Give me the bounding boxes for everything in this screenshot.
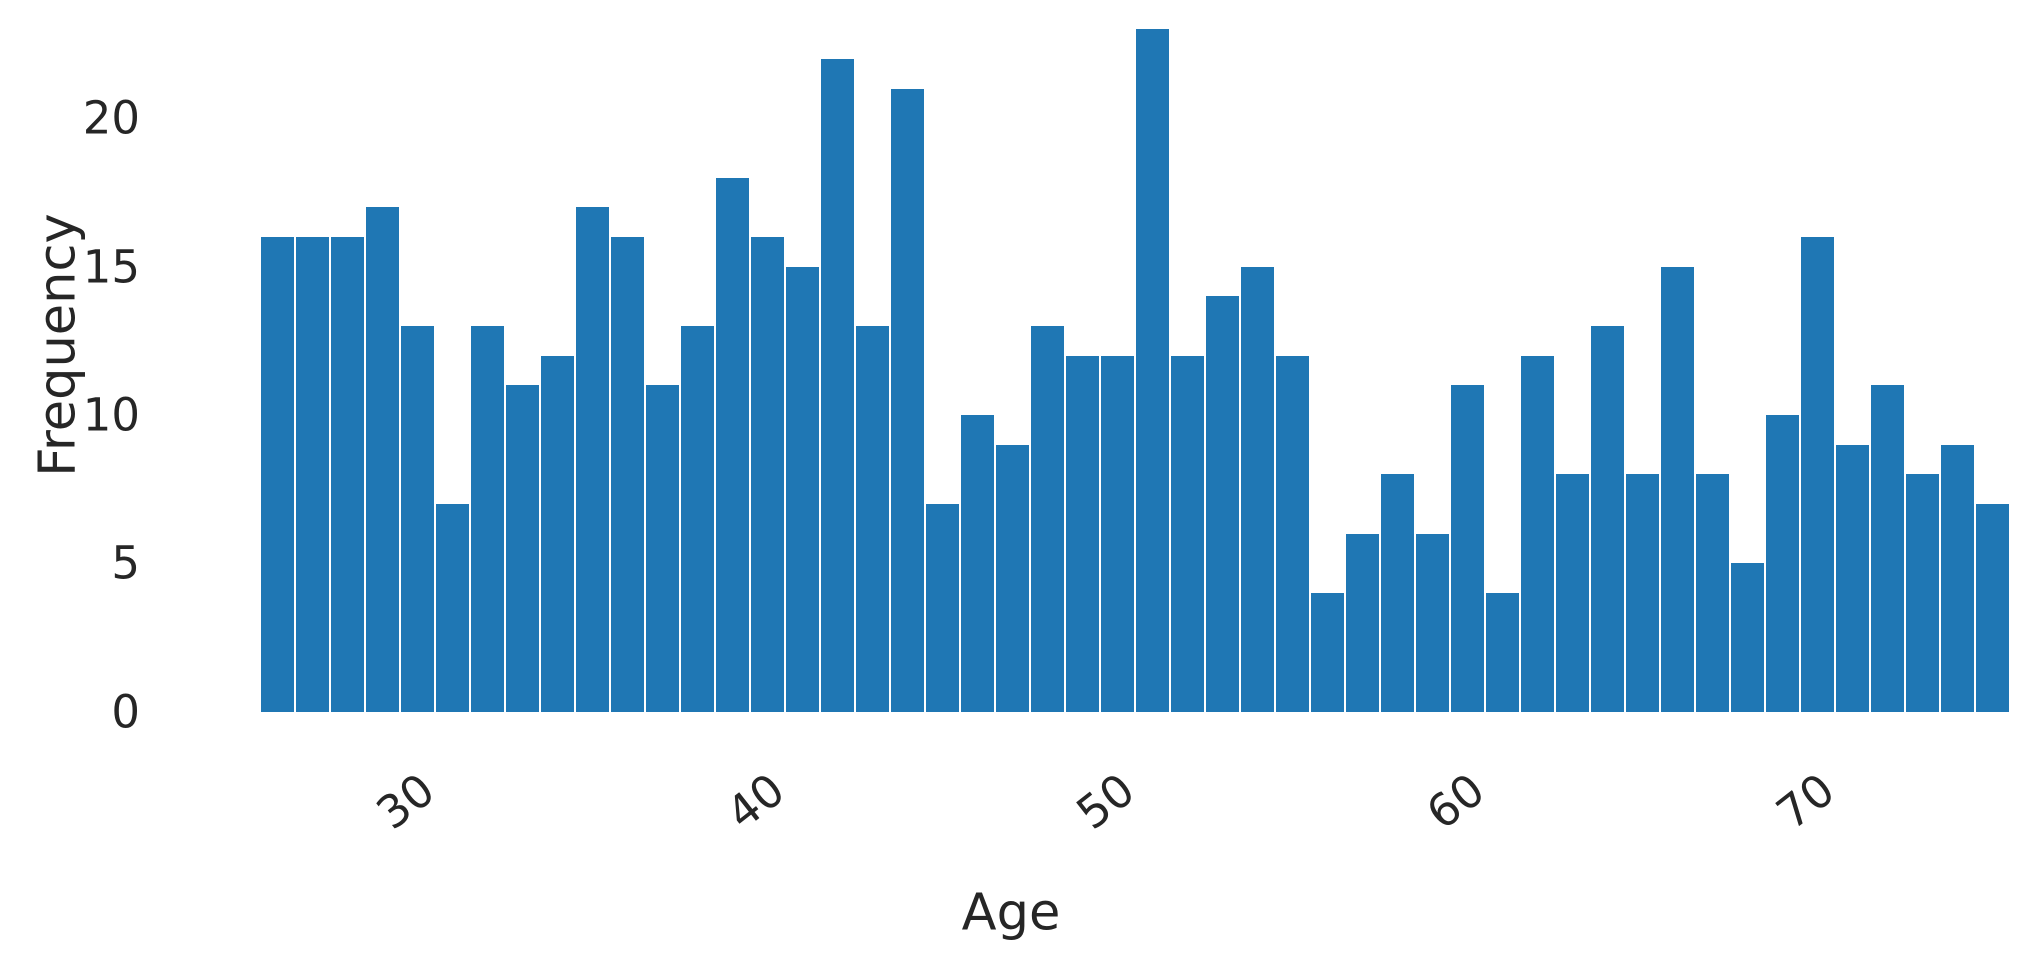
histogram-bar xyxy=(1170,355,1204,712)
histogram-bar xyxy=(1660,266,1694,712)
x-tick-label: 30 xyxy=(366,762,445,840)
histogram-bar xyxy=(1625,474,1659,712)
histogram-bar xyxy=(1590,325,1624,712)
histogram-bar xyxy=(1240,266,1274,712)
histogram-bar xyxy=(1695,474,1729,712)
histogram-bar xyxy=(1765,414,1799,712)
histogram-bar xyxy=(1485,592,1519,712)
histogram-bar xyxy=(470,325,504,712)
histogram-bar xyxy=(540,355,574,712)
histogram-bar xyxy=(1205,296,1239,712)
histogram-bar xyxy=(1975,503,2009,712)
histogram-bar xyxy=(1310,592,1344,712)
histogram-bar xyxy=(680,325,714,712)
histogram-bar xyxy=(330,236,364,712)
histogram-bar xyxy=(1520,355,1554,712)
histogram-bar xyxy=(645,385,679,712)
histogram-bar xyxy=(295,236,329,712)
histogram-bar xyxy=(610,236,644,712)
histogram-bar xyxy=(1275,355,1309,712)
histogram-bar xyxy=(260,236,294,712)
histogram-bar xyxy=(925,503,959,712)
histogram-bar xyxy=(1065,355,1099,712)
x-tick-label: 70 xyxy=(1766,762,1845,840)
y-axis-title: Frequency xyxy=(28,213,88,477)
x-axis-title: Age xyxy=(961,883,1061,943)
y-tick-label: 0 xyxy=(111,685,140,739)
histogram-bar xyxy=(750,236,784,712)
histogram-bar xyxy=(1380,474,1414,712)
x-tick-label: 50 xyxy=(1066,762,1145,840)
histogram-bar xyxy=(820,58,854,712)
y-tick-label: 20 xyxy=(82,91,140,145)
y-tick-label: 10 xyxy=(82,388,140,442)
histogram-bar xyxy=(1100,355,1134,712)
x-tick-label: 40 xyxy=(716,762,795,840)
histogram-bar xyxy=(715,177,749,712)
histogram-bar xyxy=(1835,444,1869,712)
histogram-bar xyxy=(1905,474,1939,712)
histogram-bar xyxy=(1870,385,1904,712)
histogram-bar xyxy=(960,414,994,712)
x-tick-label: 60 xyxy=(1416,762,1495,840)
histogram-bar xyxy=(1555,474,1589,712)
histogram-bar xyxy=(365,207,399,712)
histogram-bar xyxy=(1940,444,1974,712)
histogram-bar xyxy=(785,266,819,712)
histogram-bar xyxy=(1800,236,1834,712)
histogram-bar xyxy=(400,325,434,712)
histogram-bar xyxy=(435,503,469,712)
histogram-bar xyxy=(1030,325,1064,712)
y-tick-label: 15 xyxy=(82,240,140,294)
y-tick-label: 5 xyxy=(111,536,140,590)
histogram-bar xyxy=(1135,29,1169,712)
histogram-bar xyxy=(890,88,924,712)
histogram-bar xyxy=(1450,385,1484,712)
histogram-bar xyxy=(505,385,539,712)
histogram-bar xyxy=(1415,533,1449,712)
histogram-bar xyxy=(1345,533,1379,712)
histogram-bar xyxy=(1730,563,1764,712)
histogram-bar xyxy=(995,444,1029,712)
histogram-bar xyxy=(575,207,609,712)
histogram-bar xyxy=(855,325,889,712)
